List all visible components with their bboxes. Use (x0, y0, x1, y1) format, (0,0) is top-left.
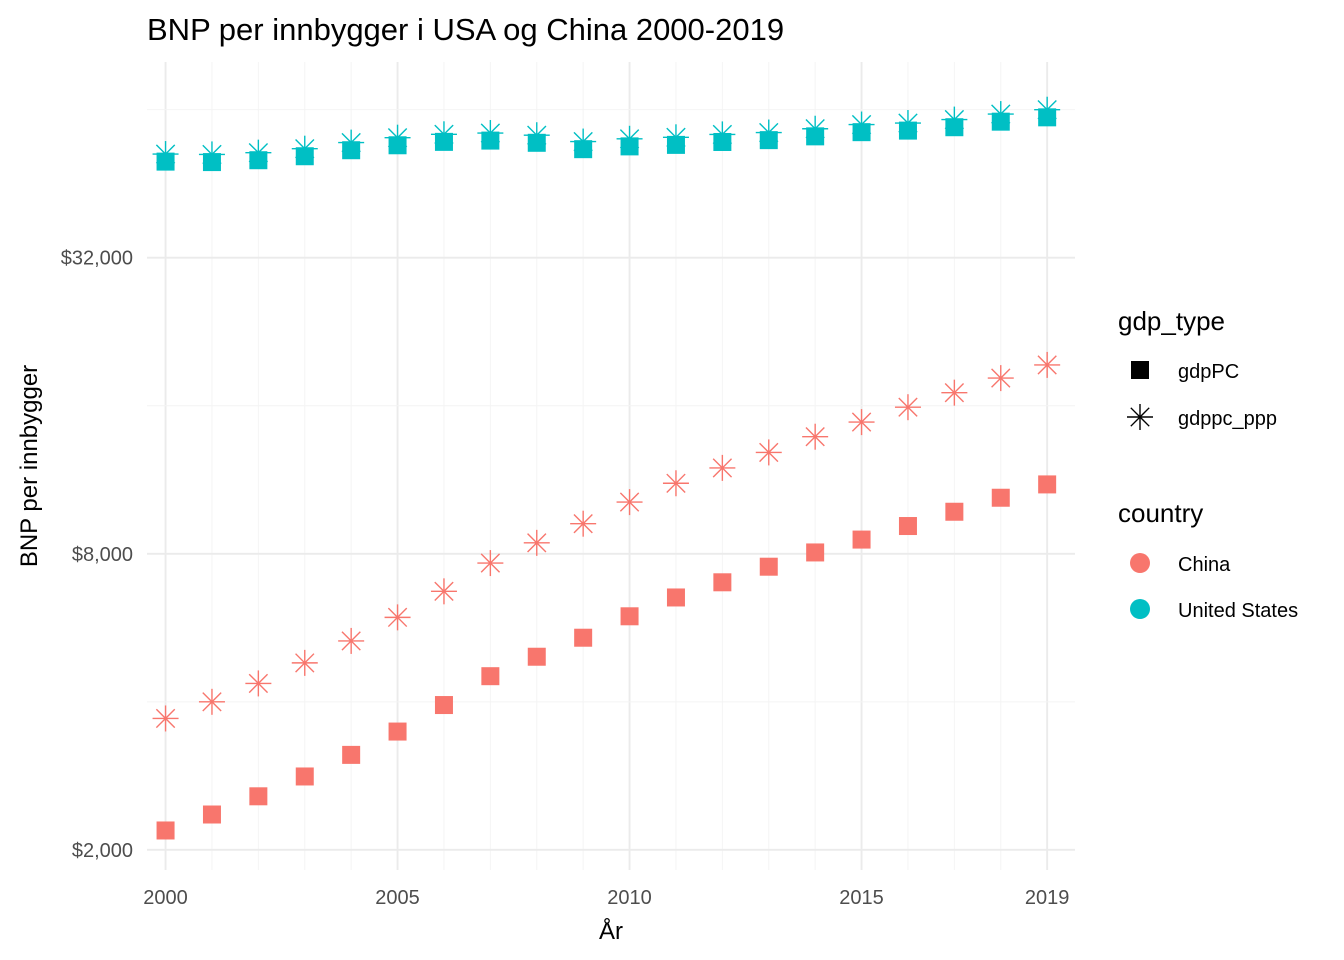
chart-title: BNP per innbygger i USA og China 2000-20… (147, 12, 784, 47)
data-point-square (156, 821, 175, 840)
data-point-asterisk (291, 649, 318, 676)
data-point-square (249, 151, 268, 170)
data-point-asterisk (662, 470, 689, 497)
legend-label: gdpPC (1178, 361, 1239, 383)
data-point-asterisk (802, 423, 829, 450)
x-tick-label: 2000 (143, 887, 188, 909)
data-point-square (295, 147, 314, 166)
data-point-square (666, 588, 685, 607)
data-point-square (898, 121, 917, 140)
data-point-square (806, 543, 825, 562)
data-point-square (156, 152, 175, 171)
data-point-asterisk (755, 439, 782, 466)
data-point-square (434, 132, 453, 151)
data-point-asterisk (848, 409, 875, 436)
data-point-square (620, 137, 639, 156)
legend-label: gdppc_ppp (1178, 408, 1277, 430)
data-point-square (1038, 475, 1057, 494)
data-point-square (434, 696, 453, 715)
y-axis-title: BNP per innbygger (16, 365, 43, 567)
data-point-asterisk (245, 670, 272, 697)
data-point-square (574, 628, 593, 647)
legend-title-country: country (1118, 498, 1203, 528)
data-point-square (527, 133, 546, 152)
data-point-square (945, 502, 964, 521)
legend-label: United States (1178, 600, 1298, 622)
data-point-square (481, 131, 500, 150)
legend-key-square (1131, 361, 1149, 379)
data-point-square (481, 667, 500, 686)
x-tick-label: 2019 (1025, 887, 1070, 909)
data-point-square (620, 607, 639, 626)
data-point-asterisk (430, 578, 457, 605)
y-tick-label: $32,000 (61, 248, 133, 270)
data-point-square (852, 530, 871, 549)
data-point-square (759, 131, 778, 150)
data-point-square (806, 127, 825, 146)
data-point-square (713, 573, 732, 592)
data-point-square (249, 787, 268, 806)
x-axis-title: År (599, 917, 623, 945)
data-point-asterisk (152, 705, 179, 732)
y-tick-label: $8,000 (72, 544, 133, 566)
legend-key-asterisk (1127, 404, 1153, 430)
data-point-asterisk (198, 688, 225, 715)
data-point-square (295, 767, 314, 786)
data-point-asterisk (616, 489, 643, 516)
data-point-square (388, 722, 407, 741)
grid (147, 62, 1075, 870)
data-point-asterisk (987, 365, 1014, 392)
legend-label: China (1178, 554, 1231, 576)
legend-title-gdp-type: gdp_type (1118, 306, 1225, 336)
x-tick-label: 2005 (375, 887, 420, 909)
data-point-square (852, 123, 871, 142)
data-point-asterisk (941, 379, 968, 406)
data-point-asterisk (894, 394, 921, 421)
data-point-square (388, 136, 407, 155)
data-point-asterisk (523, 529, 550, 556)
data-point-square (202, 805, 221, 824)
data-point-square (898, 517, 917, 536)
legend-key-dot (1130, 553, 1150, 573)
data-point-square (759, 557, 778, 576)
data-point-asterisk (477, 550, 504, 577)
data-point-asterisk (709, 454, 736, 481)
data-point-asterisk (570, 510, 597, 537)
data-point-square (991, 488, 1010, 507)
data-point-square (945, 118, 964, 137)
data-point-square (527, 647, 546, 666)
x-tick-label: 2015 (839, 887, 884, 909)
data-point-square (342, 141, 361, 160)
x-tick-label: 2010 (607, 887, 652, 909)
data-point-asterisk (338, 627, 365, 654)
data-point-asterisk (384, 604, 411, 631)
y-tick-label: $2,000 (72, 840, 133, 862)
data-point-square (202, 153, 221, 172)
data-point-square (666, 135, 685, 154)
axis-ticks: 2000 2005 2010 2015 2019 $2,000 $8,000 $32,000 (61, 248, 1070, 909)
data-point-square (713, 132, 732, 151)
data-point-square (991, 112, 1010, 131)
data-points (152, 96, 1061, 840)
legend-key-dot (1130, 599, 1150, 619)
data-point-square (574, 140, 593, 159)
data-point-asterisk (1034, 351, 1061, 378)
data-point-square (342, 745, 361, 764)
data-point-square (1038, 108, 1057, 127)
